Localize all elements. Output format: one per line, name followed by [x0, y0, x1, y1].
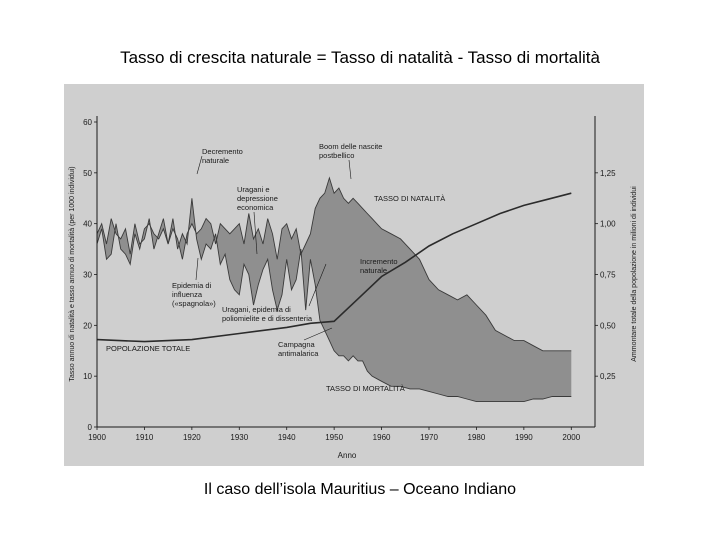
series-line-natalita [96, 176, 572, 352]
annotation-line: antimalarica [278, 349, 319, 358]
y-left-tick-label: 0 [88, 423, 93, 432]
annotation-line: Incremento [360, 257, 398, 266]
annotation-line: poliomielite e di dissenteria [222, 314, 313, 323]
natural-increase-area [97, 177, 572, 402]
shaded-area [97, 177, 572, 402]
x-tick-label: 1900 [88, 433, 106, 442]
y-left-tick-label: 20 [83, 321, 92, 330]
annotation-uragani-depressione: Uragani e depressione economica [237, 185, 278, 255]
annotation-decremento: Decremento naturale [196, 147, 243, 175]
annotation-leader [253, 211, 258, 255]
x-tick-label: 1960 [373, 433, 391, 442]
annotation-incremento: Incremento naturale [360, 257, 398, 275]
label-tasso-mortalita: TASSO DI MORTALITÀ [326, 384, 405, 393]
y-right-tick-label: 0,50 [600, 321, 616, 330]
annotation-line: depressione [237, 194, 278, 203]
series-line-popolazione [96, 192, 572, 343]
annotation-text: Campagna antimalarica [278, 340, 319, 358]
annotation-line: economica [237, 203, 274, 212]
y-left-tick-label: 60 [83, 118, 92, 127]
y-left-tick-label: 10 [83, 372, 92, 381]
label-popolazione-totale: POPOLAZIONE TOTALE [106, 344, 190, 353]
label-tasso-natalita: TASSO DI NATALITÀ [374, 194, 445, 203]
annotation-leader [196, 155, 203, 175]
tick-labels: 1900 1910 1920 1930 1940 1950 1960 1970 1980 1990… [83, 118, 616, 442]
annotation-text: Uragani e depressione economica [237, 185, 278, 212]
annotation-line: («spagnola») [172, 299, 216, 308]
annotation-leader [195, 257, 199, 281]
annotation-line: Uragani, epidemia di [222, 305, 291, 314]
annotation-line: naturale [202, 156, 229, 165]
chart-figure: 1900 1910 1920 1930 1940 1950 1960 1970 1980 1990… [64, 84, 644, 466]
annotation-boom: Boom delle nascite postbellico [319, 142, 382, 180]
x-tick-label: 1920 [183, 433, 201, 442]
annotation-line: Boom delle nascite [319, 142, 382, 151]
x-axis-label: Anno [338, 451, 357, 460]
annotation-leader [303, 327, 333, 341]
annotation-text: Decremento naturale [202, 147, 243, 165]
axes [94, 116, 598, 430]
chart-svg: 1900 1910 1920 1930 1940 1950 1960 1970 1980 1990… [64, 84, 644, 466]
y-left-tick-label: 50 [83, 169, 92, 178]
y-left-axis-label: Tasso annuo di natalità e tasso annuo di… [69, 166, 76, 381]
annotation-text: Incremento naturale [360, 257, 398, 275]
x-tick-label: 1980 [468, 433, 486, 442]
x-tick-label: 1990 [515, 433, 533, 442]
x-tick-label: 1930 [230, 433, 248, 442]
x-tick-label: 1970 [420, 433, 438, 442]
x-tick-label: 1950 [325, 433, 343, 442]
y-right-tick-label: 0,25 [600, 372, 616, 381]
y-right-tick-label: 1,25 [600, 169, 616, 178]
x-tick-label: 1940 [278, 433, 296, 442]
x-tick-label: 2000 [562, 433, 580, 442]
y-right-tick-label: 0,75 [600, 271, 616, 280]
series-line-mortalita [96, 198, 572, 403]
annotation-line: naturale [360, 266, 387, 275]
x-tick-label: 1910 [136, 433, 154, 442]
annotation-leader [348, 159, 352, 180]
annotation-leader [308, 263, 327, 307]
slide-caption: Il caso dell’isola Mauritius – Oceano In… [203, 481, 517, 498]
annotation-text: Boom delle nascite postbellico [319, 142, 382, 160]
y-right-axis-label: Ammontare totale della popolazione in mi… [631, 186, 638, 362]
annotation-line: Uragani e [237, 185, 270, 194]
annotation-text: Uragani, epidemia di poliomielite e di di… [222, 305, 313, 323]
annotation-text: Epidemia di influenza («spagnola») [172, 281, 216, 308]
annotation-line: Decremento [202, 147, 243, 156]
annotation-line: influenza [172, 290, 203, 299]
annotation-uragani-polio: Uragani, epidemia di poliomielite e di di… [222, 263, 327, 323]
annotation-epidemia-influenza: Epidemia di influenza («spagnola») [172, 257, 216, 308]
y-right-tick-label: 1,00 [600, 220, 616, 229]
annotation-line: postbellico [319, 151, 354, 160]
annotation-line: Campagna [278, 340, 316, 349]
y-left-tick-label: 30 [83, 271, 92, 280]
y-left-tick-label: 40 [83, 220, 92, 229]
slide-title: Tasso di crescita naturale = Tasso di na… [120, 48, 600, 67]
annotation-line: Epidemia di [172, 281, 212, 290]
annotation-campagna: Campagna antimalarica [278, 327, 333, 358]
series-lines [96, 176, 572, 403]
